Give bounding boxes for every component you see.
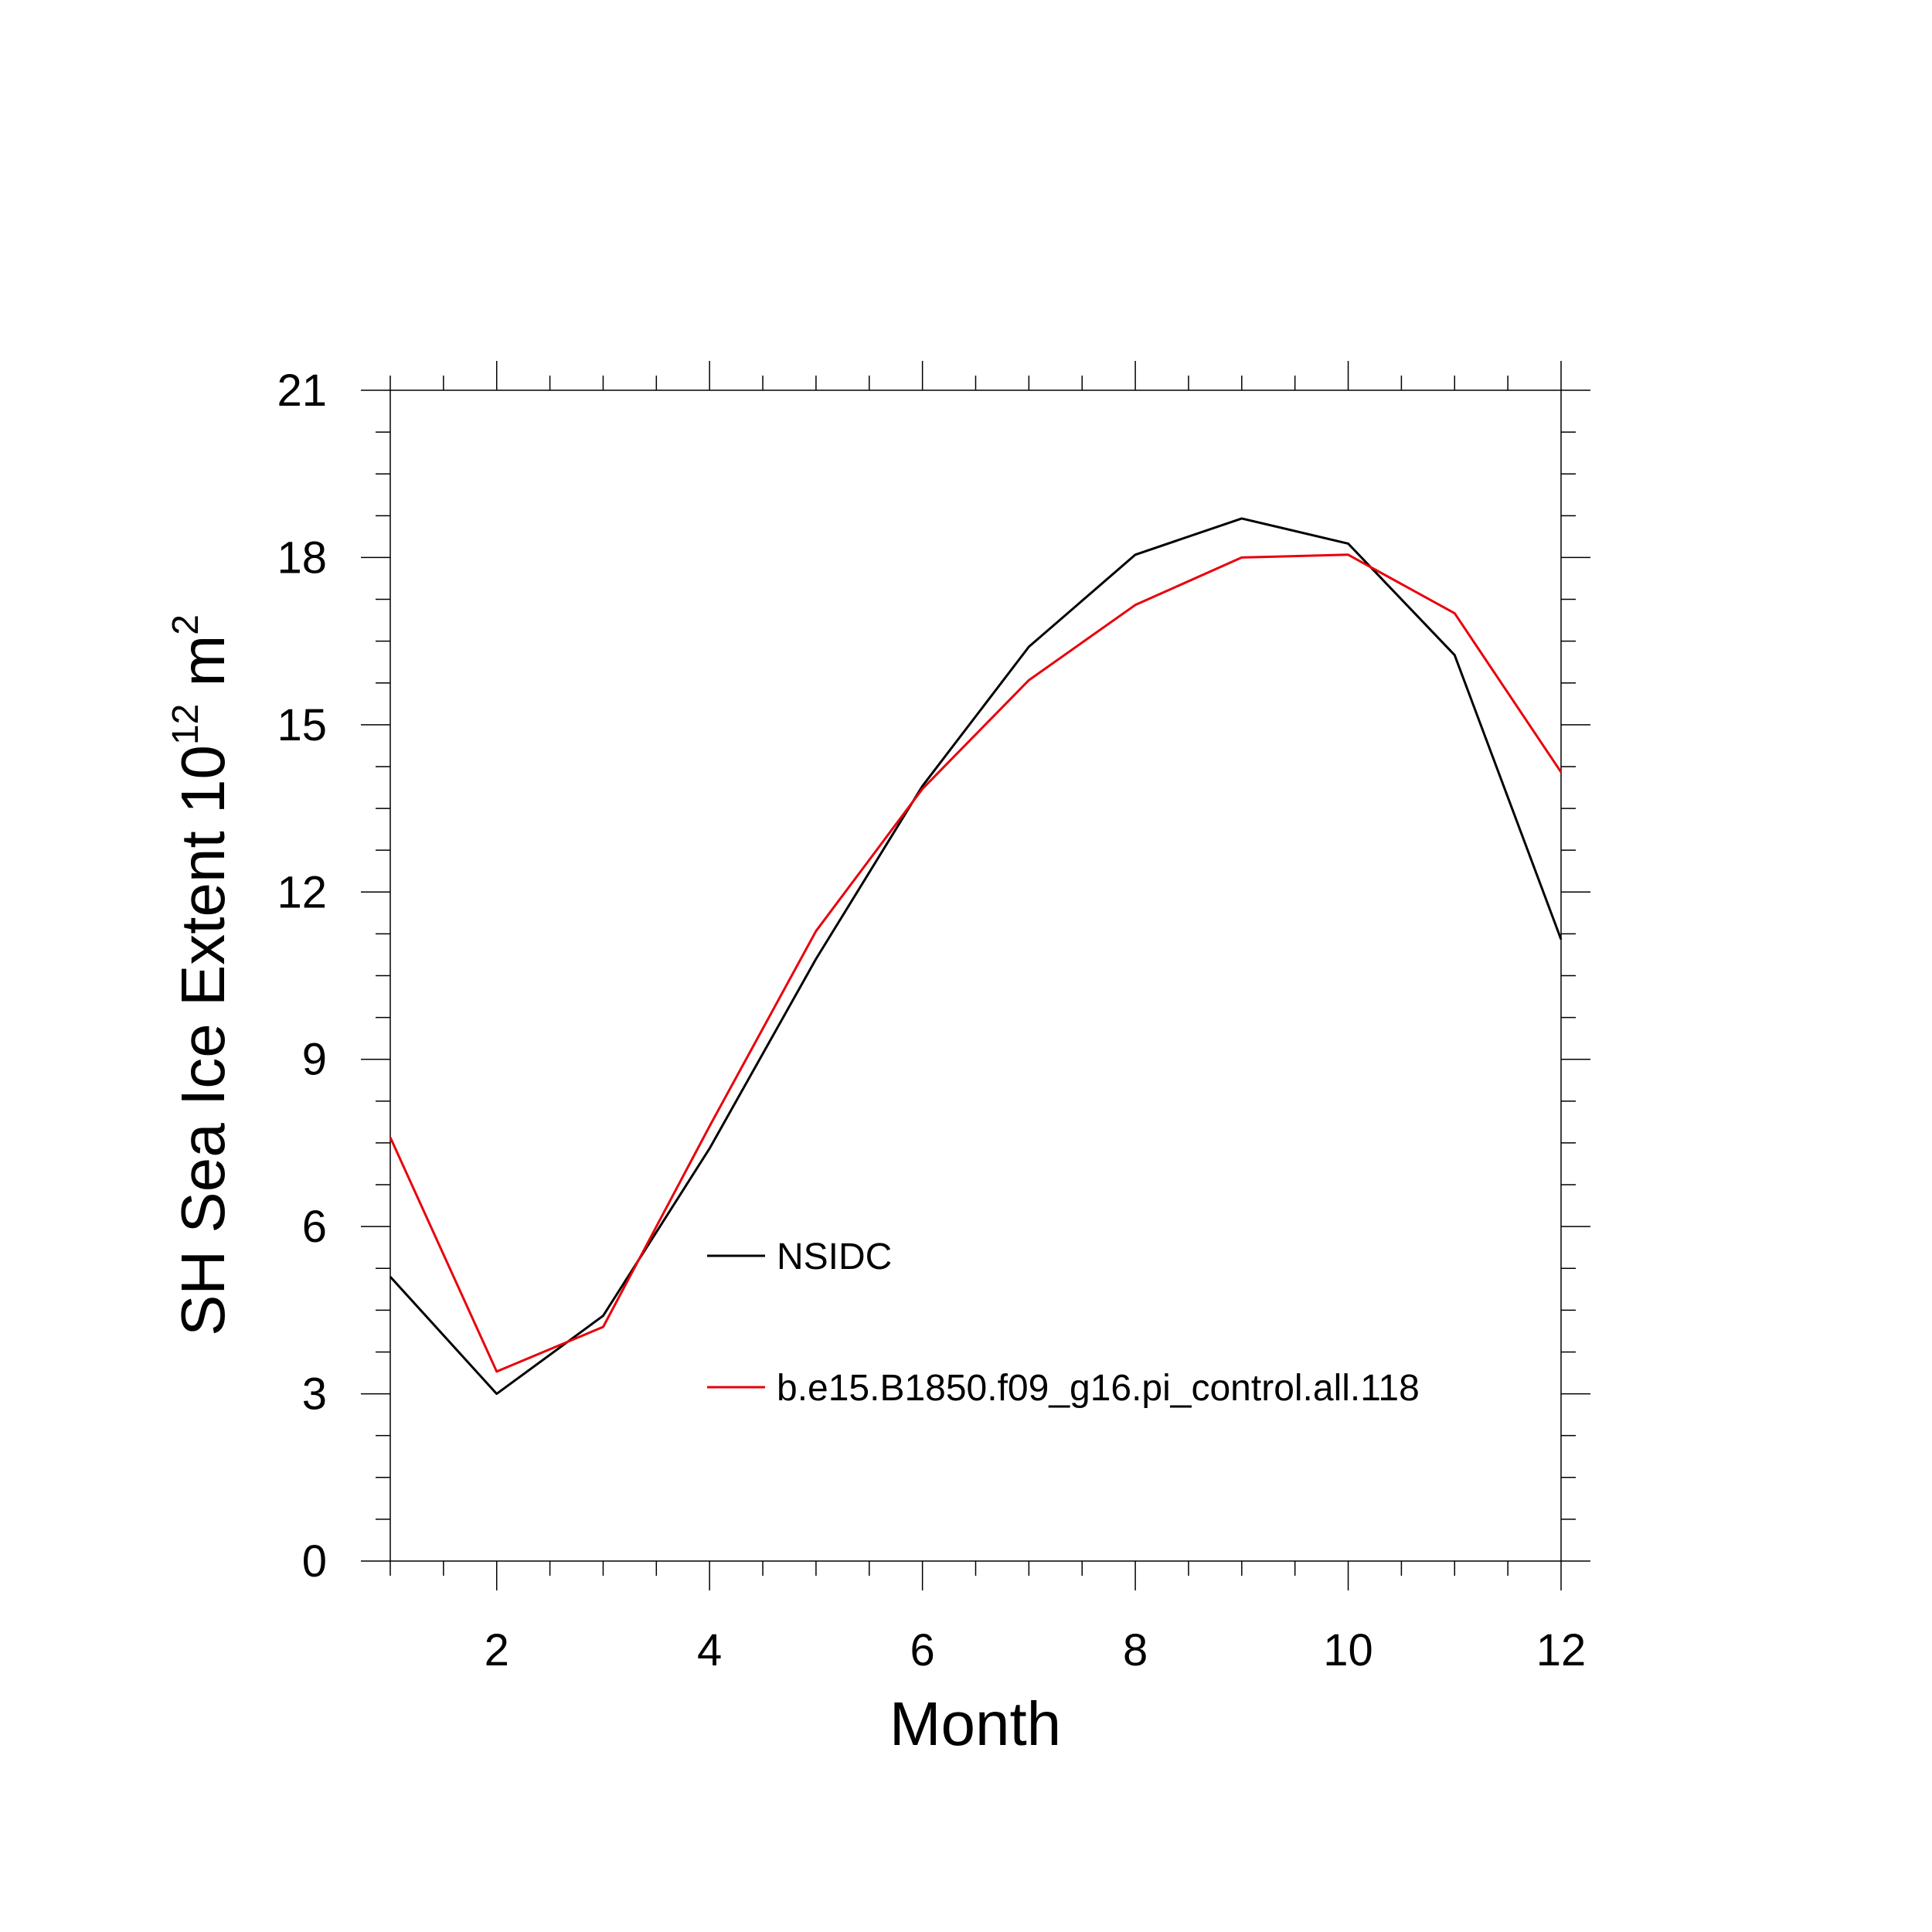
x-axis-label: Month: [889, 1689, 1061, 1758]
series-line-2: [389, 553, 1563, 1373]
y-tick-label: 3: [302, 1369, 327, 1420]
tick-labels: 2 4 6 8 10 12 0 3 6 9 12 15 18 21: [277, 366, 1586, 1675]
x-tick-label: 6: [910, 1625, 935, 1675]
y-tick-label: 9: [302, 1035, 327, 1085]
y-axis-label-main: SH Sea Ice Extent 10: [168, 745, 237, 1336]
y-tick-label: 21: [277, 366, 327, 416]
y-axis-label-exponent: 12: [165, 704, 206, 745]
y-tick-label: 12: [277, 867, 327, 917]
y-axis-label-unit: m: [168, 635, 237, 704]
series-line-1: [389, 517, 1563, 1396]
legend-label-1: NSIDC: [777, 1236, 892, 1277]
x-tick-label: 4: [697, 1625, 722, 1675]
x-tick-label: 2: [485, 1625, 509, 1675]
legend-label-2: b.e15.B1850.f09_g16.pi_control.all.118: [777, 1368, 1420, 1409]
y-tick-label: 0: [302, 1536, 327, 1587]
y-axis-label-unit-exponent: 2: [165, 614, 206, 635]
x-tick-label: 12: [1536, 1625, 1587, 1675]
legend: NSIDC b.e15.B1850.f09_g16.pi_control.all.…: [707, 1236, 1420, 1409]
y-tick-label: 6: [302, 1202, 327, 1252]
y-axis-label: SH Sea Ice Extent 1012 m2: [165, 614, 237, 1336]
y-tick-label: 18: [277, 532, 327, 583]
y-tick-label: 15: [277, 700, 327, 750]
axis-ticks: [361, 361, 1590, 1590]
x-tick-label: 10: [1323, 1625, 1373, 1675]
plot-frame: [389, 389, 1562, 1562]
series-layer: [389, 517, 1563, 1396]
x-tick-label: 8: [1123, 1625, 1148, 1675]
